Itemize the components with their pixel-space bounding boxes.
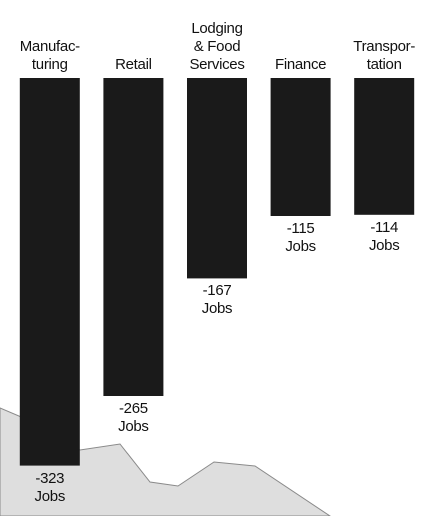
bar: [103, 78, 164, 396]
bar: [19, 78, 80, 466]
bar: [187, 78, 247, 279]
value-label: -114 Jobs: [368, 218, 400, 254]
value-label: -167 Jobs: [201, 282, 233, 318]
value-label: -265 Jobs: [118, 400, 149, 435]
category-label: Finance: [274, 56, 327, 73]
bar: [354, 78, 415, 215]
value-label: -323 Jobs: [34, 469, 66, 505]
bar: [270, 78, 331, 216]
category-label: Manufac- turing: [19, 38, 80, 73]
value-label: -115 Jobs: [285, 220, 316, 255]
category-label: Retail: [115, 56, 152, 73]
category-label: Lodging & Food Services: [189, 20, 245, 73]
category-label: Transpor- tation: [353, 38, 416, 73]
